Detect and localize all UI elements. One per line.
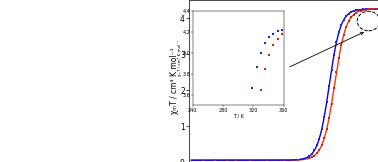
Point — [360, 8, 366, 11]
Point — [360, 9, 366, 11]
Point — [307, 155, 313, 157]
Point — [353, 9, 359, 12]
Point — [358, 8, 364, 11]
Point — [341, 33, 347, 36]
Point — [355, 10, 361, 13]
Point — [212, 159, 218, 162]
Point — [336, 31, 342, 34]
Point — [326, 85, 332, 87]
Point — [324, 101, 330, 104]
Point — [333, 41, 339, 44]
Point — [338, 24, 344, 26]
Point — [200, 159, 206, 162]
Point — [233, 159, 239, 162]
Point — [365, 8, 371, 10]
Point — [311, 154, 318, 157]
Point — [370, 8, 376, 11]
Point — [314, 152, 320, 155]
Point — [348, 11, 354, 13]
Point — [333, 71, 339, 74]
Point — [224, 159, 230, 162]
Point — [331, 54, 337, 56]
Point — [321, 137, 327, 140]
Point — [309, 152, 315, 155]
Point — [345, 12, 352, 15]
Point — [368, 8, 374, 10]
Point — [309, 156, 315, 158]
Point — [324, 128, 330, 131]
Point — [373, 8, 378, 10]
Point — [295, 158, 301, 161]
Point — [370, 8, 376, 10]
Point — [328, 102, 335, 105]
Point — [363, 8, 369, 11]
Point — [319, 128, 325, 130]
Point — [353, 11, 359, 14]
Point — [212, 159, 218, 162]
Point — [307, 157, 313, 159]
Point — [363, 8, 369, 11]
Point — [295, 159, 301, 161]
Point — [348, 16, 354, 18]
Point — [264, 159, 270, 162]
Point — [355, 9, 361, 11]
Point — [373, 8, 378, 10]
Point — [350, 10, 356, 12]
Point — [316, 149, 322, 151]
Point — [316, 137, 322, 140]
Point — [247, 159, 253, 162]
Point — [321, 116, 327, 118]
Point — [358, 9, 364, 12]
Point — [365, 8, 371, 11]
Point — [233, 159, 239, 162]
Point — [314, 144, 320, 147]
Y-axis label: χₘT / cm³ K mol⁻¹: χₘT / cm³ K mol⁻¹ — [170, 48, 178, 114]
Point — [319, 144, 325, 146]
Point — [343, 15, 349, 17]
Point — [328, 69, 335, 71]
Point — [264, 159, 270, 162]
Point — [326, 116, 332, 119]
Point — [338, 44, 344, 46]
Point — [368, 8, 374, 11]
Point — [350, 13, 356, 16]
Point — [200, 159, 206, 162]
Point — [341, 18, 347, 21]
Point — [247, 159, 253, 162]
Point — [311, 149, 318, 152]
Point — [224, 159, 230, 162]
Point — [345, 20, 352, 23]
Point — [280, 159, 287, 162]
Point — [343, 26, 349, 28]
Point — [280, 159, 287, 162]
Point — [331, 87, 337, 89]
Point — [336, 56, 342, 59]
